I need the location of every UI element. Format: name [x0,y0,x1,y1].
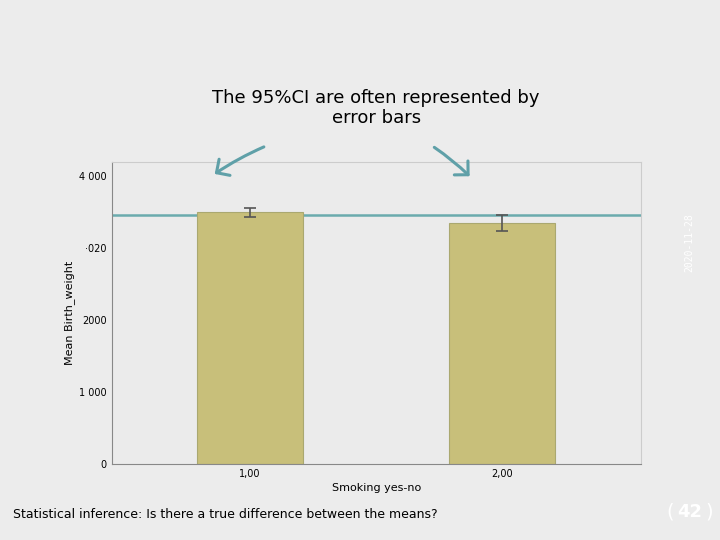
Text: 2020-11-28: 2020-11-28 [685,214,694,272]
Bar [197,212,303,464]
Text: ): ) [705,502,713,521]
Bar [449,223,555,464]
Y-axis label: Mean Birth_weight: Mean Birth_weight [64,261,75,366]
Text: Statistical inference: Is there a true difference between the means?: Statistical inference: Is there a true d… [13,508,438,521]
Text: The 95%CI are often represented by
error bars: The 95%CI are often represented by error… [212,89,540,127]
Text: 42: 42 [677,503,702,521]
Text: (: ( [666,502,674,521]
X-axis label: Smoking yes-no: Smoking yes-no [332,483,420,494]
